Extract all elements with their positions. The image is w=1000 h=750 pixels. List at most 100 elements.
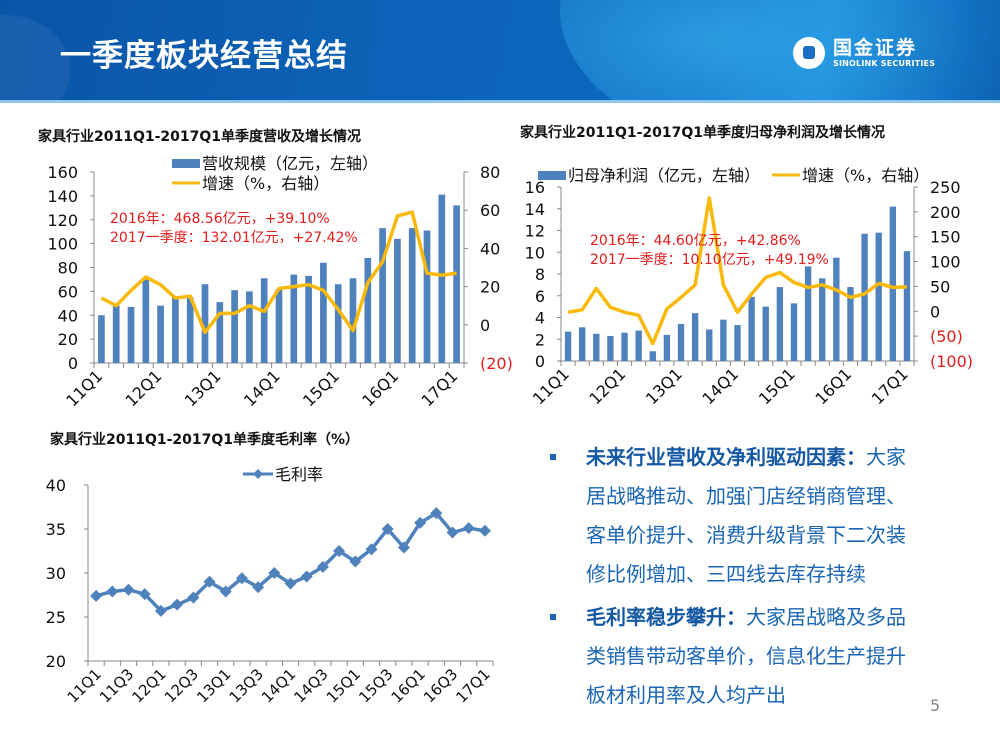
left-axis-tick-label: 6: [535, 287, 545, 306]
y-axis-tick-label: 25: [46, 608, 66, 627]
x-axis-tick-label: 15Q1: [299, 366, 343, 410]
left-axis-tick-label: 0: [535, 352, 545, 371]
x-axis-tick-label: 12Q1: [585, 364, 629, 408]
logo-en-text: SINOLINK SECURITIES: [833, 58, 936, 68]
x-axis-tick-label: 12Q1: [121, 366, 165, 410]
bar: [349, 278, 357, 363]
x-axis-tick-label: 16Q1: [811, 364, 855, 408]
legend-marker-icon: [253, 469, 263, 479]
slide-header: 一季度板块经营总结 国金证券 SINOLINK SECURITIES: [0, 0, 1000, 103]
left-axis-tick-label: 4: [535, 309, 545, 328]
right-axis-tick-label: 40: [480, 239, 500, 258]
x-axis-tick-label: 13Q1: [181, 366, 225, 410]
bar: [720, 319, 727, 361]
data-point-marker: [284, 577, 297, 590]
x-axis-tick-label: 15Q1: [323, 665, 364, 706]
left-axis-tick-label: 12: [525, 222, 545, 241]
x-axis-tick-label: 13Q1: [193, 665, 234, 706]
left-axis-tick-label: 100: [47, 235, 78, 254]
bar: [98, 315, 105, 363]
x-axis-tick-label: 15Q3: [355, 665, 396, 706]
data-point-marker: [235, 572, 248, 585]
right-axis-tick-label: 60: [480, 201, 500, 220]
data-point-marker: [122, 583, 135, 596]
bar: [833, 257, 840, 361]
legend-label: 毛利率: [275, 465, 323, 484]
annotation-text: 2017一季度：10.10亿元，+49.19%: [590, 252, 829, 268]
net-profit-chart: 0246810121416(100)(50)05010015020025011Q…: [525, 166, 973, 408]
data-point-marker: [203, 575, 216, 588]
left-axis-tick-label: 20: [58, 330, 78, 349]
bar: [260, 278, 268, 363]
left-axis-tick-label: 2: [535, 330, 545, 349]
bar: [438, 194, 446, 363]
bar: [889, 206, 896, 361]
data-point-marker: [90, 589, 103, 602]
bar: [231, 290, 238, 363]
bullet-text: 客单价提升、消费升级背景下二次装: [586, 523, 906, 547]
chart3-title: 家具行业2011Q1-2017Q1单季度毛利率（%）: [50, 432, 360, 448]
x-axis-tick-label: 16Q1: [388, 665, 429, 706]
data-point-marker: [462, 522, 475, 535]
right-axis-tick-label: (20): [480, 354, 513, 373]
page-title: 一季度板块经营总结: [60, 38, 348, 74]
x-axis-tick-label: 13Q3: [226, 665, 267, 706]
bar: [663, 334, 671, 361]
growth-line: [100, 210, 457, 335]
left-axis-tick-label: 160: [47, 163, 78, 182]
bullet-text: 居战略推动、加强门店经销商管理、: [586, 484, 906, 508]
bar: [875, 232, 882, 361]
x-axis-tick-label: 12Q1: [128, 665, 169, 706]
legend-label: 增速（%，右轴）: [802, 166, 929, 185]
data-point-marker: [300, 570, 313, 583]
right-axis-tick-label: 250: [930, 178, 961, 197]
growth-line: [567, 196, 908, 346]
bar: [275, 288, 283, 363]
data-point-marker: [171, 598, 184, 611]
data-point-marker: [365, 543, 378, 556]
data-point-marker: [381, 523, 394, 535]
x-axis-tick-label: 12Q3: [161, 665, 202, 706]
bar: [734, 325, 741, 361]
bar: [320, 262, 327, 363]
page-number: 5: [930, 696, 941, 715]
data-point-marker: [268, 567, 281, 579]
gross-margin-chart: 20 25 30 35 40 11Q111Q312Q112Q313Q113Q314Q114…: [46, 465, 494, 706]
data-point-marker: [414, 516, 427, 529]
bar: [621, 332, 628, 361]
bullet-text: 修比例增加、三四线去库存持续: [586, 562, 866, 586]
data-point-marker: [187, 591, 200, 604]
bar: [142, 279, 150, 363]
bar: [903, 251, 911, 361]
bullet-lead: 毛利率稳步攀升：: [586, 605, 746, 629]
bar: [394, 238, 401, 363]
bar: [593, 333, 600, 361]
x-axis-tick-label: 14Q1: [258, 665, 299, 706]
key-points: 未来行业营收及净利驱动因素：大家 居战略推动、加强门店经销商管理、 客单价提升、…: [548, 438, 948, 715]
bar: [706, 329, 713, 361]
legend-bar-swatch: [172, 159, 200, 168]
bar: [216, 302, 224, 363]
bullet-text: 板材利用率及人均产出: [586, 683, 786, 707]
right-axis-tick-label: 0: [930, 302, 940, 321]
left-axis-tick-label: 140: [47, 187, 78, 206]
data-point-marker: [446, 526, 459, 539]
bar: [453, 205, 460, 363]
right-axis-tick-label: 50: [930, 277, 950, 296]
right-axis-tick-label: 80: [480, 163, 500, 182]
left-axis-tick-label: 60: [58, 282, 78, 301]
x-axis-tick-label: 11Q1: [64, 665, 105, 706]
legend-bar-swatch: [538, 171, 566, 180]
logo-mark-icon: [793, 37, 825, 69]
legend-label: 归母净利润（亿元，左轴）: [568, 166, 760, 185]
right-axis-tick-label: 20: [480, 278, 500, 297]
header-decoration: [560, 0, 1000, 103]
right-axis-tick-label: 0: [480, 316, 490, 335]
left-axis-tick-label: 14: [525, 200, 545, 219]
x-axis-tick-label: 14Q1: [240, 366, 284, 410]
bullet-text: 类销售带动客单价，信息化生产提升: [586, 644, 906, 668]
left-axis-tick-label: 8: [535, 265, 545, 284]
bar: [861, 233, 868, 361]
bar: [408, 228, 416, 363]
